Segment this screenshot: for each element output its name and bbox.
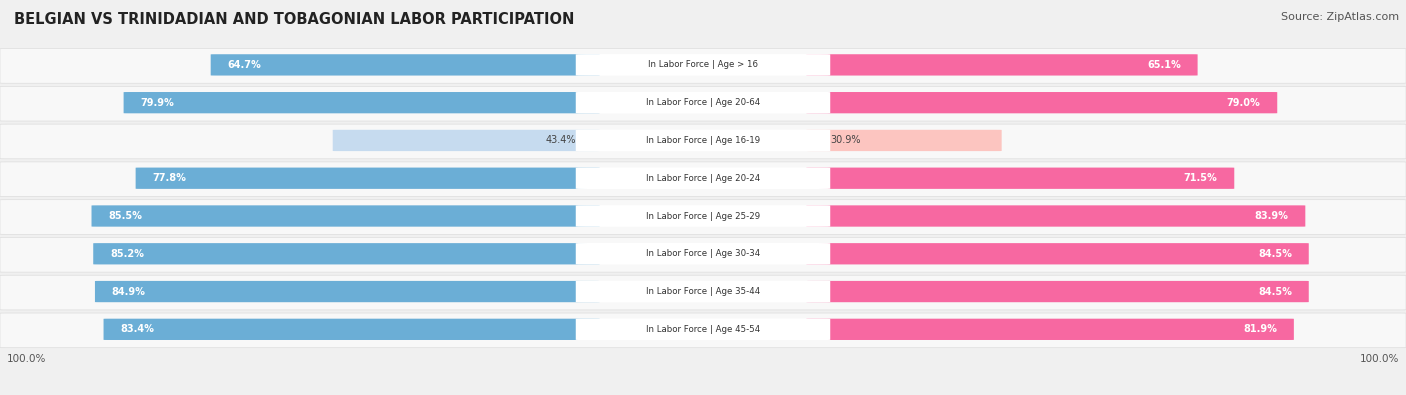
FancyBboxPatch shape xyxy=(576,130,830,151)
FancyBboxPatch shape xyxy=(807,319,1294,340)
FancyBboxPatch shape xyxy=(807,130,1001,151)
Text: 77.8%: 77.8% xyxy=(152,173,187,183)
Text: 84.5%: 84.5% xyxy=(1258,249,1292,259)
Text: 85.5%: 85.5% xyxy=(108,211,142,221)
FancyBboxPatch shape xyxy=(807,54,1198,75)
FancyBboxPatch shape xyxy=(807,281,1309,302)
Text: 85.2%: 85.2% xyxy=(110,249,143,259)
Text: In Labor Force | Age 20-24: In Labor Force | Age 20-24 xyxy=(645,174,761,183)
Text: In Labor Force | Age > 16: In Labor Force | Age > 16 xyxy=(648,60,758,70)
FancyBboxPatch shape xyxy=(807,92,1277,113)
FancyBboxPatch shape xyxy=(576,318,830,340)
FancyBboxPatch shape xyxy=(807,167,1234,189)
FancyBboxPatch shape xyxy=(576,92,830,113)
FancyBboxPatch shape xyxy=(576,243,830,265)
Text: 43.4%: 43.4% xyxy=(546,135,576,145)
Text: 71.5%: 71.5% xyxy=(1184,173,1218,183)
Text: 79.9%: 79.9% xyxy=(141,98,174,108)
Text: In Labor Force | Age 35-44: In Labor Force | Age 35-44 xyxy=(645,287,761,296)
FancyBboxPatch shape xyxy=(91,205,599,227)
Text: 65.1%: 65.1% xyxy=(1147,60,1181,70)
Text: 64.7%: 64.7% xyxy=(228,60,262,70)
FancyBboxPatch shape xyxy=(576,281,830,302)
Text: In Labor Force | Age 16-19: In Labor Force | Age 16-19 xyxy=(645,136,761,145)
FancyBboxPatch shape xyxy=(124,92,599,113)
Text: In Labor Force | Age 30-34: In Labor Force | Age 30-34 xyxy=(645,249,761,258)
FancyBboxPatch shape xyxy=(0,124,1406,159)
FancyBboxPatch shape xyxy=(576,167,830,189)
Text: 83.4%: 83.4% xyxy=(121,324,155,334)
FancyBboxPatch shape xyxy=(0,313,1406,348)
FancyBboxPatch shape xyxy=(93,243,599,264)
FancyBboxPatch shape xyxy=(96,281,599,302)
Text: 83.9%: 83.9% xyxy=(1254,211,1288,221)
Text: In Labor Force | Age 20-64: In Labor Force | Age 20-64 xyxy=(645,98,761,107)
FancyBboxPatch shape xyxy=(0,49,1406,83)
Text: 84.5%: 84.5% xyxy=(1258,286,1292,297)
Text: 84.9%: 84.9% xyxy=(112,286,146,297)
FancyBboxPatch shape xyxy=(104,319,599,340)
FancyBboxPatch shape xyxy=(0,87,1406,121)
FancyBboxPatch shape xyxy=(807,243,1309,264)
Text: 30.9%: 30.9% xyxy=(830,135,860,145)
Text: BELGIAN VS TRINIDADIAN AND TOBAGONIAN LABOR PARTICIPATION: BELGIAN VS TRINIDADIAN AND TOBAGONIAN LA… xyxy=(14,12,575,27)
Text: 100.0%: 100.0% xyxy=(7,354,46,364)
FancyBboxPatch shape xyxy=(211,54,599,75)
FancyBboxPatch shape xyxy=(0,200,1406,234)
Text: 100.0%: 100.0% xyxy=(1360,354,1399,364)
Text: Source: ZipAtlas.com: Source: ZipAtlas.com xyxy=(1281,12,1399,22)
FancyBboxPatch shape xyxy=(576,54,830,76)
FancyBboxPatch shape xyxy=(0,237,1406,272)
FancyBboxPatch shape xyxy=(333,130,599,151)
FancyBboxPatch shape xyxy=(807,205,1305,227)
Text: In Labor Force | Age 45-54: In Labor Force | Age 45-54 xyxy=(645,325,761,334)
FancyBboxPatch shape xyxy=(135,167,599,189)
FancyBboxPatch shape xyxy=(576,205,830,227)
Text: 79.0%: 79.0% xyxy=(1226,98,1260,108)
FancyBboxPatch shape xyxy=(0,162,1406,197)
Text: 81.9%: 81.9% xyxy=(1243,324,1277,334)
FancyBboxPatch shape xyxy=(0,275,1406,310)
Text: In Labor Force | Age 25-29: In Labor Force | Age 25-29 xyxy=(645,211,761,220)
